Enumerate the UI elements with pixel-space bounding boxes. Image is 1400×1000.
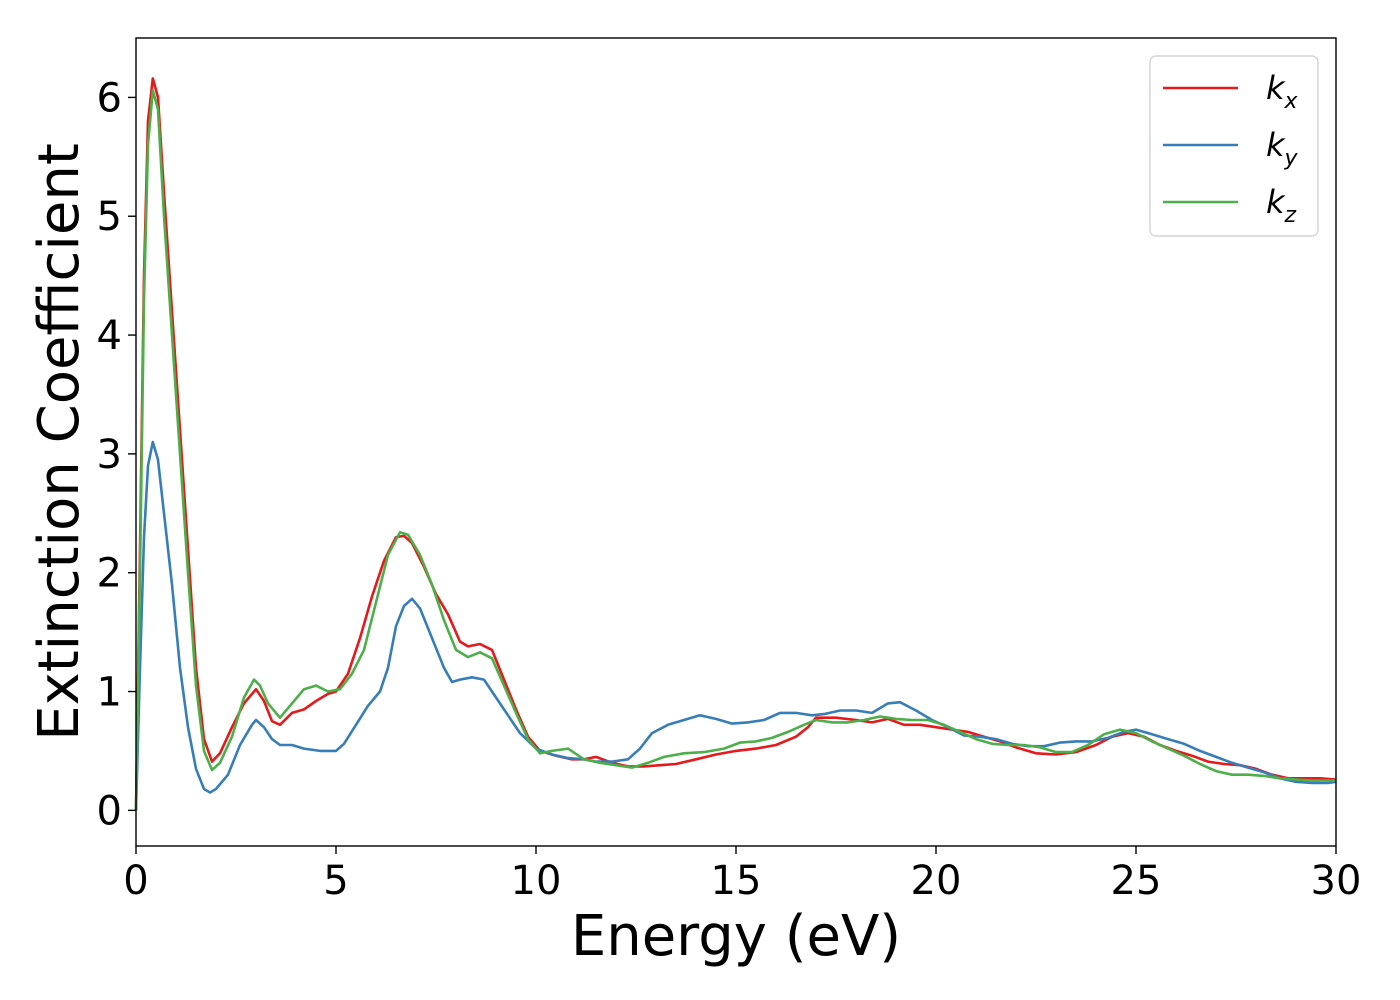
y-tick-label: 2 — [97, 551, 122, 597]
y-tick-label: 3 — [97, 432, 122, 478]
x-axis-title: Energy (eV) — [571, 904, 901, 969]
x-tick-label: 10 — [511, 858, 562, 904]
legend-label-y: ky — [1266, 126, 1299, 171]
x-tick-label: 25 — [1111, 858, 1162, 904]
y-axis-title: Extinction Coefficient — [27, 143, 92, 741]
series-line-y — [134, 440, 1337, 811]
legend-label-z: kz — [1266, 183, 1297, 228]
y-tick-label: 1 — [97, 670, 122, 716]
x-tick-label: 30 — [1311, 858, 1362, 904]
x-tick-label: 20 — [911, 858, 962, 904]
legend-label-subscript: x — [1284, 89, 1299, 114]
series-line-z — [134, 89, 1336, 811]
legend-label-subscript: y — [1284, 146, 1299, 171]
y-tick-label: 5 — [97, 194, 122, 240]
x-tick-label: 5 — [323, 858, 348, 904]
legend-label-base: k — [1266, 69, 1286, 107]
series-layer — [134, 77, 1337, 811]
x-tick-label: 0 — [123, 858, 148, 904]
y-axis-ticks: 0 1 2 3 4 5 6 — [97, 75, 136, 834]
legend-label-subscript: z — [1284, 203, 1297, 228]
legend-label-base: k — [1266, 183, 1286, 221]
y-tick-label: 6 — [97, 75, 122, 121]
x-tick-label: 15 — [711, 858, 762, 904]
y-tick-label: 0 — [97, 788, 122, 834]
legend-label-x: kx — [1266, 69, 1299, 114]
legend-label-base: k — [1266, 126, 1286, 164]
y-tick-label: 4 — [97, 313, 122, 359]
x-axis-ticks: 0 5 10 15 20 25 30 — [123, 846, 1361, 904]
